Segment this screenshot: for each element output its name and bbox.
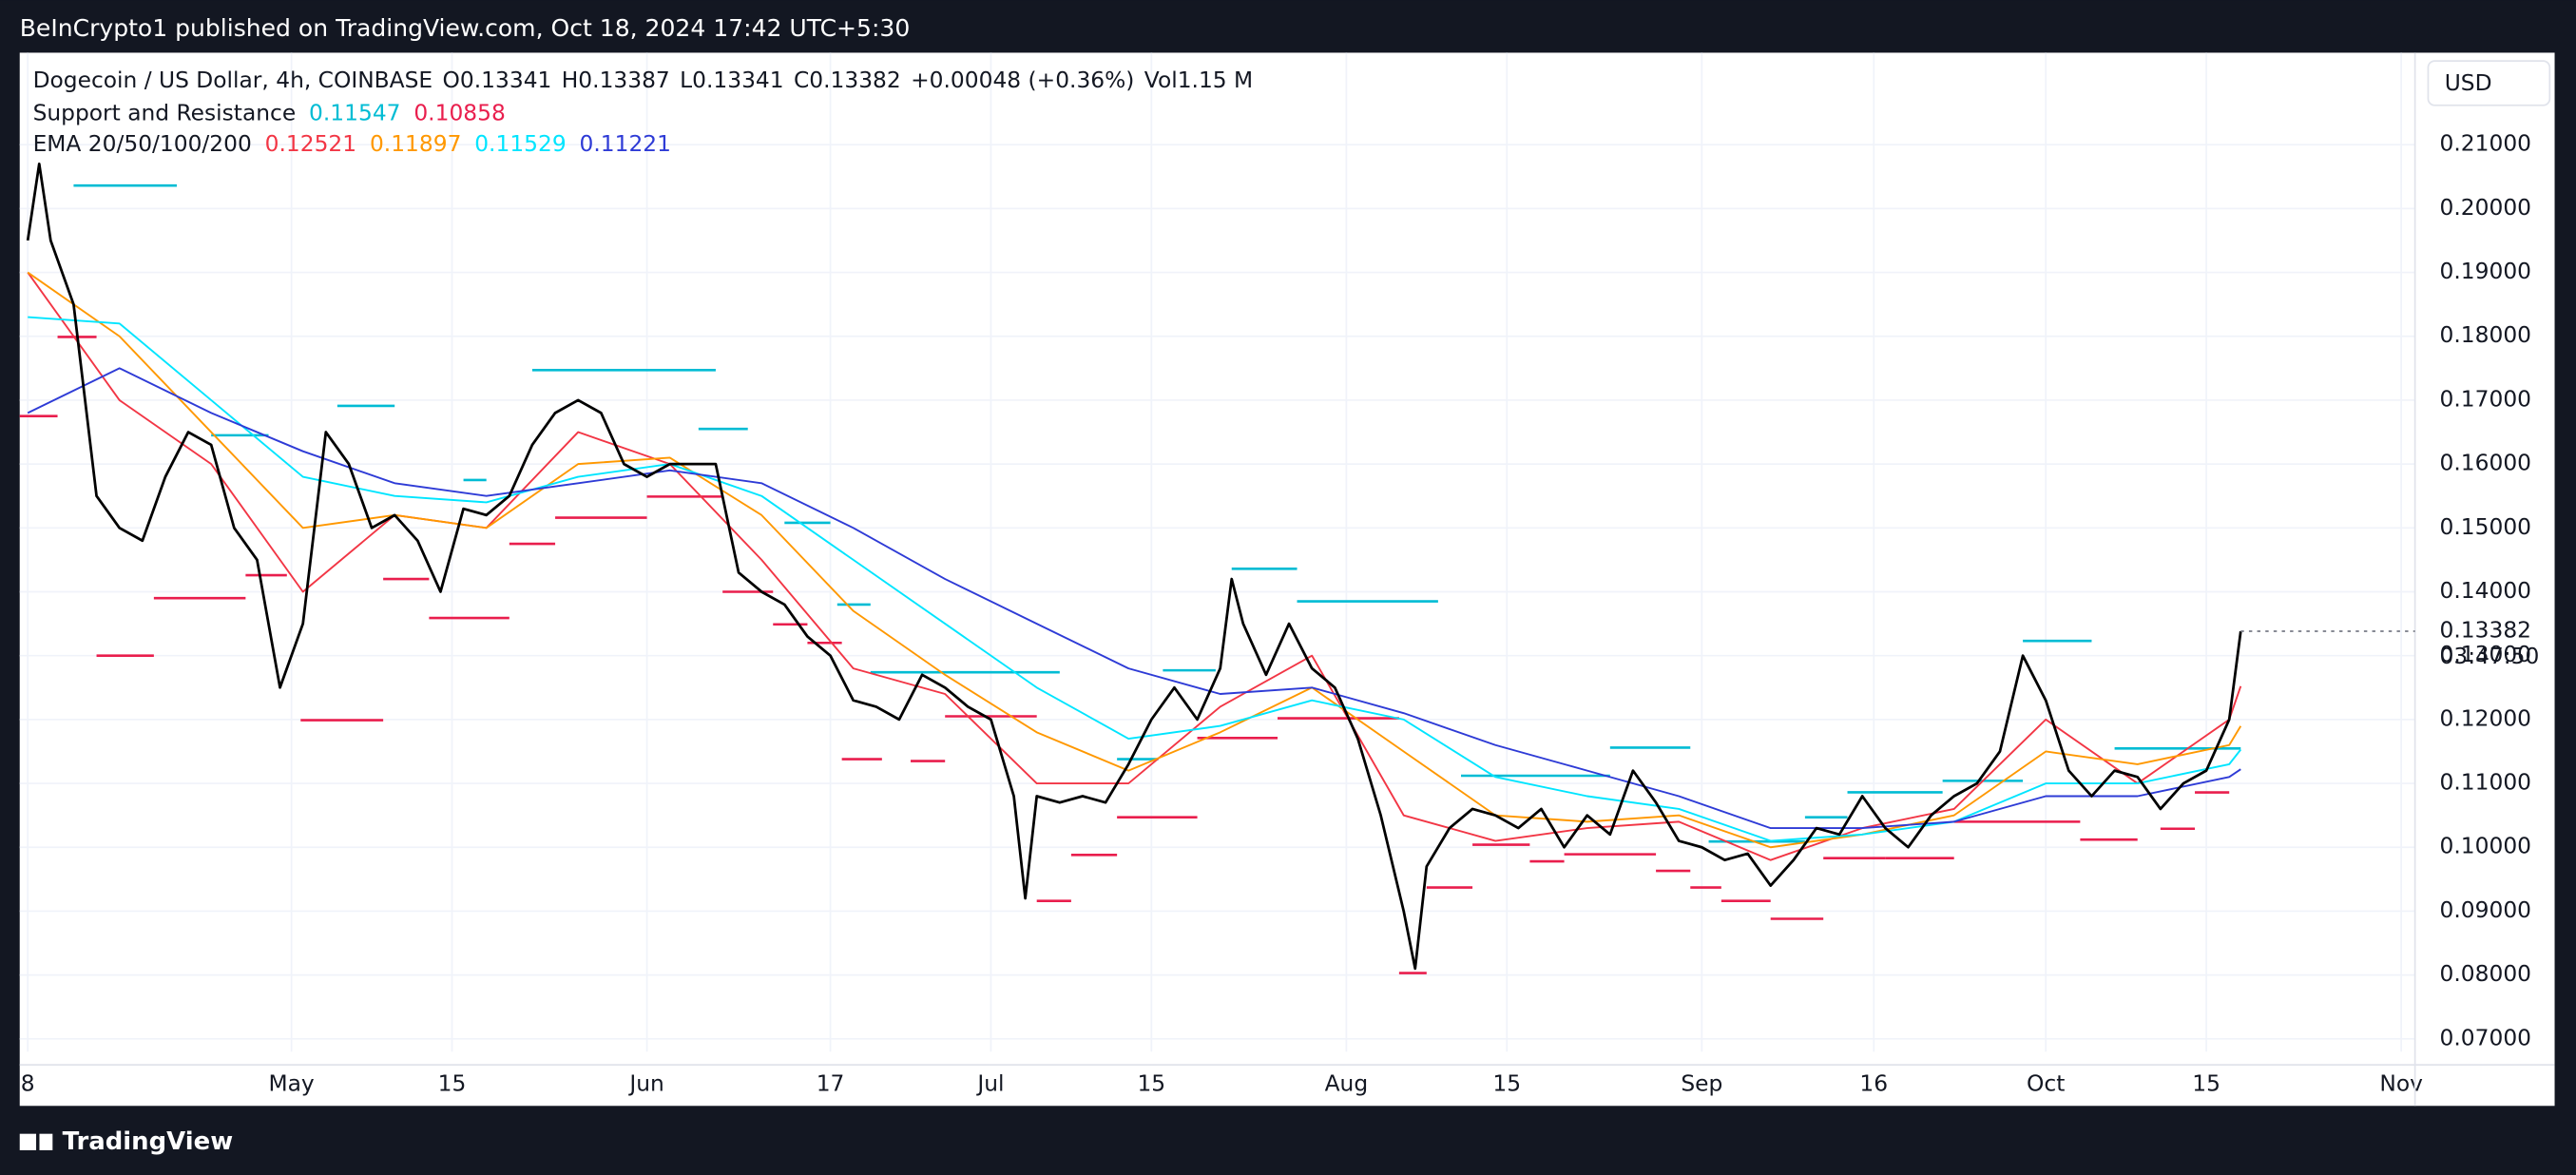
x-tick-label: 15: [2192, 1069, 2220, 1096]
y-tick-label: 0.16000: [2440, 450, 2531, 476]
y-tick-label: 0.15000: [2440, 513, 2531, 540]
x-tick-label: 16: [1859, 1069, 1888, 1096]
x-tick-label: Nov: [2379, 1069, 2423, 1096]
ema-line: [27, 271, 2242, 849]
countdown: 03:47:50: [2440, 643, 2540, 669]
legend-value: 0.11529: [474, 130, 566, 157]
legend-value: 0.12521: [265, 130, 356, 157]
y-tick-label: 0.19000: [2440, 258, 2531, 284]
legend-row: EMA 20/50/100/200 0.12521 0.11897 0.11529 0.…: [33, 130, 671, 157]
currency-box[interactable]: [2427, 60, 2551, 106]
legend-value: 0.11547: [309, 99, 400, 125]
y-tick-label: 0.18000: [2440, 321, 2531, 348]
open: O0.13341: [443, 66, 552, 92]
publisher: BeInCrypto1 published on TradingView.com…: [20, 14, 911, 42]
y-tick-label: 0.07000: [2440, 1024, 2531, 1050]
y-tick-label: 0.14000: [2440, 577, 2531, 604]
legend-value: 0.11897: [370, 130, 461, 157]
symbol: Dogecoin / US Dollar, 4h, COINBASE: [33, 66, 433, 92]
x-tick-label: 15: [1137, 1069, 1165, 1096]
chart-area: [19, 52, 2555, 1107]
footer: TradingView: [19, 1127, 234, 1156]
y-tick-label: 0.12000: [2440, 704, 2531, 731]
y-tick-label: 0.13000: [2440, 641, 2531, 667]
y-tick-label: 0.10000: [2440, 833, 2531, 859]
x-tick-label: May: [269, 1069, 315, 1096]
plot: 0.07000 0.08000 0.09000 0.10000 0.11000 0.120…: [19, 52, 2555, 1107]
x-tick-label: 17: [817, 1069, 845, 1096]
volume: Vol1.15 M: [1144, 66, 1253, 92]
x-tick-label: 8: [21, 1069, 35, 1096]
currency[interactable]: USD: [2445, 69, 2492, 96]
y-tick-label: 0.17000: [2440, 385, 2531, 412]
x-tick-label: 15: [438, 1069, 467, 1096]
change: +0.00048 (+0.36%): [911, 66, 1134, 92]
y-tick-label: 0.09000: [2440, 896, 2531, 923]
high: H0.13387: [562, 66, 670, 92]
sr-label: Support and Resistance: [33, 99, 297, 125]
y-tick-label: 0.08000: [2440, 960, 2531, 987]
ema-label: EMA 20/50/100/200: [33, 130, 252, 157]
x-tick-label: 15: [1492, 1069, 1521, 1096]
last-price: 0.13382: [2440, 617, 2531, 644]
y-tick-label: 0.11000: [2440, 769, 2531, 796]
ema-line: [28, 316, 2242, 842]
close: C0.13382: [794, 66, 901, 92]
legend-row: Support and Resistance 0.11547 0.10858: [33, 99, 506, 125]
brand[interactable]: TradingView: [63, 1127, 234, 1156]
price-line: [26, 162, 2242, 971]
logo-icon: [39, 1133, 53, 1150]
low: L0.13341: [680, 66, 783, 92]
y-tick-label: 0.20000: [2440, 194, 2531, 221]
y-tick-label: 0.21000: [2440, 130, 2531, 157]
x-tick-label: Jun: [627, 1069, 663, 1096]
legend-value: 0.10858: [413, 99, 505, 125]
logo-icon: [19, 1133, 37, 1150]
ema-line: [27, 367, 2241, 830]
x-tick-label: Aug: [1325, 1069, 1369, 1096]
legend-value: 0.11221: [580, 130, 671, 157]
x-tick-label: Jul: [975, 1069, 1004, 1096]
x-tick-label: Sep: [1681, 1069, 1722, 1096]
x-tick-label: Oct: [2027, 1069, 2065, 1096]
legend-row: Dogecoin / US Dollar, 4h, COINBASE O0.133…: [33, 66, 1254, 92]
